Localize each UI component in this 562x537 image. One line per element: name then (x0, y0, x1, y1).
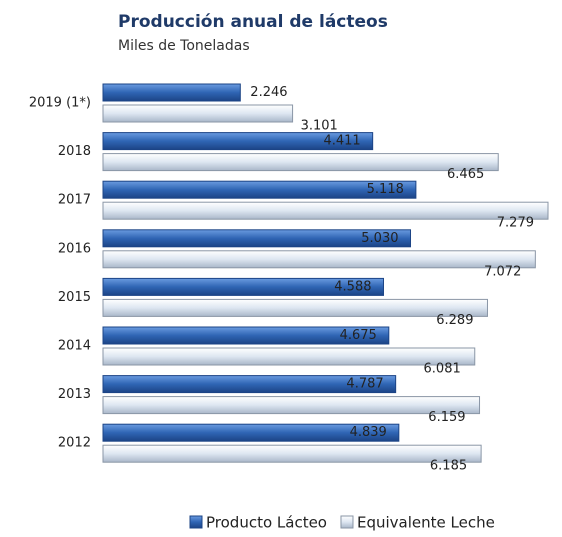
bar (102, 201, 549, 220)
data-label: 7.072 (484, 264, 521, 279)
data-label: 6.159 (428, 410, 465, 425)
bar (102, 375, 397, 394)
data-label: 5.118 (367, 182, 404, 197)
data-label: 6.081 (424, 362, 461, 377)
data-label: 2.246 (250, 85, 287, 100)
bar (102, 229, 412, 248)
data-label: 4.411 (323, 134, 360, 149)
y-tick-label: 2015 (58, 290, 91, 305)
data-label: 4.787 (346, 377, 383, 392)
bar (102, 326, 390, 345)
bar (102, 132, 374, 151)
data-label: 7.279 (497, 216, 534, 231)
bar (102, 444, 482, 463)
bar (102, 180, 417, 199)
bar (102, 347, 476, 366)
data-label: 6.185 (430, 459, 467, 474)
bar (102, 423, 400, 442)
y-tick-label: 2016 (58, 241, 91, 256)
legend-swatch (189, 515, 203, 529)
y-tick-label: 2018 (58, 144, 91, 159)
bar (102, 83, 241, 102)
data-label: 6.465 (447, 167, 484, 182)
chart-title: Producción anual de lácteos (118, 12, 388, 32)
y-tick-label: 2013 (58, 387, 91, 402)
data-label: 4.675 (340, 328, 377, 343)
y-tick-label: 2012 (58, 436, 91, 451)
data-label: 5.030 (361, 231, 398, 246)
data-label: 4.839 (350, 425, 387, 440)
legend-swatch (340, 515, 354, 529)
data-label: 6.289 (436, 313, 473, 328)
chart-subtitle: Miles de Toneladas (118, 38, 250, 54)
legend-label: Equivalente Leche (357, 514, 495, 532)
bar (102, 396, 481, 415)
bar (102, 277, 384, 296)
data-label: 4.588 (334, 279, 371, 294)
legend-label: Producto Lácteo (206, 514, 327, 532)
y-tick-label: 2014 (58, 339, 91, 354)
bar (102, 153, 499, 172)
data-label: 3.101 (301, 119, 338, 134)
bar (102, 250, 536, 269)
bar (102, 104, 294, 123)
y-tick-label: 2017 (58, 193, 91, 208)
bar (102, 298, 488, 317)
y-tick-label: 2019 (1*) (29, 96, 91, 111)
